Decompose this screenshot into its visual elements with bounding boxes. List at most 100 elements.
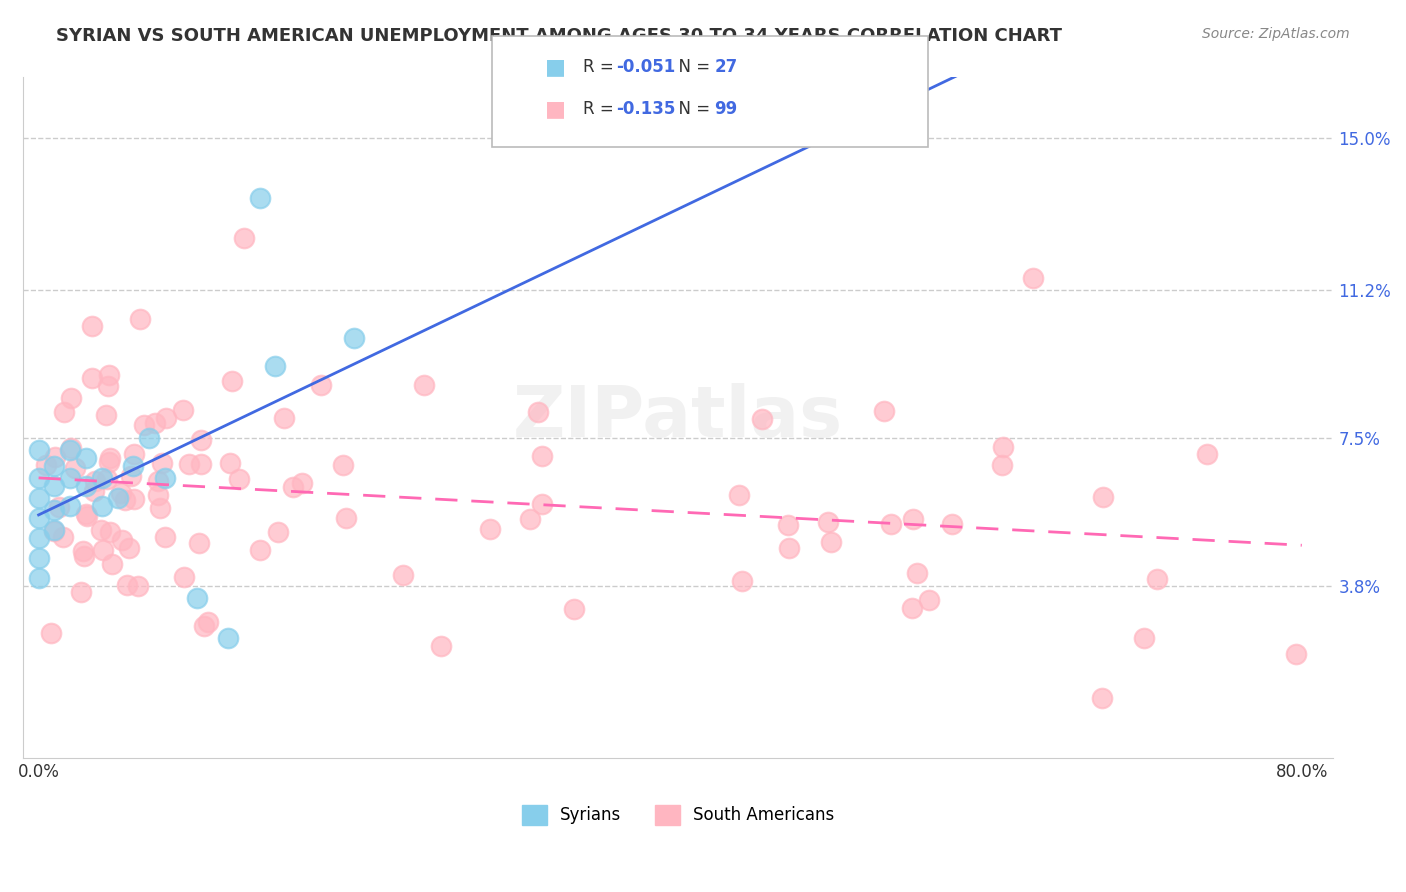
Point [731, 574, 754, 588]
Text: N =: N = [668, 100, 716, 118]
Point [172, 403, 194, 417]
Point [146, 474, 169, 488]
Point [430, 639, 453, 653]
Point [96, 408, 118, 422]
Point [44, 503, 66, 517]
Text: Source: ZipAtlas.com: Source: ZipAtlas.com [1202, 27, 1350, 41]
Text: N =: N = [668, 58, 716, 76]
Point [332, 458, 354, 472]
Point [27, 571, 49, 585]
Point [1133, 631, 1156, 645]
Point [115, 578, 138, 592]
Point [228, 472, 250, 486]
Point [59, 499, 82, 513]
Point [72, 544, 94, 558]
Point [776, 517, 799, 532]
Point [35, 458, 58, 473]
Point [264, 359, 287, 373]
Point [1091, 490, 1114, 504]
Point [80, 371, 103, 385]
Point [59, 442, 82, 457]
Point [63, 461, 86, 475]
Point [901, 512, 924, 526]
Point [118, 541, 141, 555]
Legend: Syrians, South Americans: Syrians, South Americans [515, 798, 841, 831]
Point [27, 491, 49, 505]
Text: 99: 99 [714, 100, 738, 118]
Point [75, 479, 97, 493]
Point [27, 442, 49, 457]
Point [114, 493, 136, 508]
Point [1285, 647, 1308, 661]
Point [124, 491, 146, 506]
Point [90, 499, 112, 513]
Point [1197, 447, 1219, 461]
Point [820, 534, 842, 549]
Point [143, 416, 166, 430]
Point [728, 488, 751, 502]
Point [901, 601, 924, 615]
Point [291, 476, 314, 491]
Point [97, 379, 120, 393]
Point [90, 523, 112, 537]
Point [193, 619, 215, 633]
Point [59, 471, 82, 485]
Point [132, 418, 155, 433]
Point [873, 404, 896, 418]
Point [96, 472, 118, 486]
Point [249, 191, 271, 205]
Point [83, 484, 105, 499]
Point [90, 471, 112, 485]
Point [173, 570, 195, 584]
Point [44, 479, 66, 493]
Text: -0.135: -0.135 [616, 100, 675, 118]
Point [60, 442, 83, 456]
Point [107, 491, 129, 505]
Point [44, 450, 66, 464]
Point [124, 446, 146, 460]
Point [880, 516, 903, 531]
Point [562, 602, 585, 616]
Text: ZIPatlas: ZIPatlas [513, 384, 844, 452]
Point [479, 522, 502, 536]
Point [75, 450, 97, 465]
Point [273, 411, 295, 425]
Point [128, 311, 150, 326]
Point [412, 378, 434, 392]
Text: 27: 27 [714, 58, 738, 76]
Point [110, 486, 132, 500]
Point [179, 458, 201, 472]
Text: R =: R = [583, 58, 620, 76]
Point [27, 511, 49, 525]
Point [70, 585, 93, 599]
Point [138, 431, 160, 445]
Point [281, 480, 304, 494]
Point [97, 455, 120, 469]
Point [84, 474, 107, 488]
Point [27, 551, 49, 566]
Point [127, 579, 149, 593]
Point [100, 557, 122, 571]
Point [993, 441, 1015, 455]
Point [531, 496, 554, 510]
Text: -0.051: -0.051 [616, 58, 675, 76]
Point [905, 566, 928, 581]
Point [60, 391, 83, 405]
Point [392, 568, 415, 582]
Point [1091, 691, 1114, 706]
Point [52, 530, 75, 544]
Point [153, 471, 176, 485]
Point [42, 524, 65, 539]
Point [941, 516, 963, 531]
Point [530, 450, 553, 464]
Point [97, 368, 120, 382]
Point [75, 508, 97, 522]
Point [335, 511, 357, 525]
Point [343, 331, 366, 345]
Point [27, 471, 49, 485]
Point [311, 377, 333, 392]
Point [1022, 270, 1045, 285]
Point [48, 500, 70, 515]
Text: R =: R = [583, 100, 620, 118]
Point [190, 433, 212, 447]
